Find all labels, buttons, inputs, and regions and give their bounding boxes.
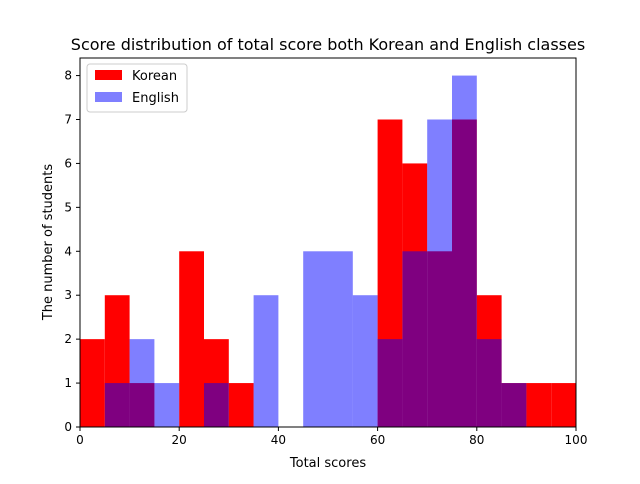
y-tick-label: 3 <box>64 288 72 302</box>
english-bar <box>452 75 477 428</box>
y-tick-label: 7 <box>64 113 72 127</box>
legend-swatch-english <box>95 92 122 102</box>
y-tick-label: 6 <box>64 156 72 170</box>
x-tick-label: 60 <box>370 433 385 447</box>
y-tick-label: 0 <box>64 420 72 434</box>
x-axis-label: Total scores <box>289 456 366 471</box>
korean-bar <box>526 383 552 427</box>
english-bar <box>402 251 428 427</box>
english-bar <box>104 383 130 427</box>
english-bar <box>476 339 502 427</box>
legend: Korean English <box>86 63 188 113</box>
x-tick-label: 20 <box>172 433 187 447</box>
x-axis-ticks: 0 20 40 60 80 100 <box>76 427 587 447</box>
korean-bar <box>228 383 254 427</box>
english-bar <box>303 251 328 427</box>
x-tick-label: 40 <box>271 433 286 447</box>
legend-label-korean: Korean <box>132 69 177 84</box>
english-bar <box>253 295 279 427</box>
english-bar <box>427 119 452 427</box>
korean-bar <box>179 251 204 427</box>
x-tick-label: 0 <box>76 433 84 447</box>
legend-label-english: English <box>132 91 179 106</box>
plot-frame <box>79 57 577 428</box>
english-bar <box>154 383 180 427</box>
korean-bar <box>551 383 576 427</box>
y-tick-label: 2 <box>64 332 72 346</box>
x-tick-label: 80 <box>469 433 484 447</box>
english-bar <box>328 251 353 427</box>
english-bar <box>377 339 403 427</box>
english-bar <box>501 383 527 427</box>
english-bars <box>104 75 527 428</box>
y-tick-label: 5 <box>64 200 72 214</box>
y-tick-label: 1 <box>64 376 72 390</box>
english-bar <box>129 339 155 427</box>
legend-swatch-korean <box>95 70 122 80</box>
y-axis-ticks: 0 1 2 3 4 5 6 7 8 <box>64 69 80 434</box>
y-tick-label: 4 <box>64 244 72 258</box>
chart-title: Score distribution of total score both K… <box>71 35 585 54</box>
y-axis-label: The number of students <box>41 164 56 322</box>
english-bar <box>204 383 229 427</box>
english-bar <box>352 295 378 427</box>
korean-bar <box>80 339 105 427</box>
y-tick-label: 8 <box>64 69 72 83</box>
x-tick-label: 100 <box>565 433 588 447</box>
